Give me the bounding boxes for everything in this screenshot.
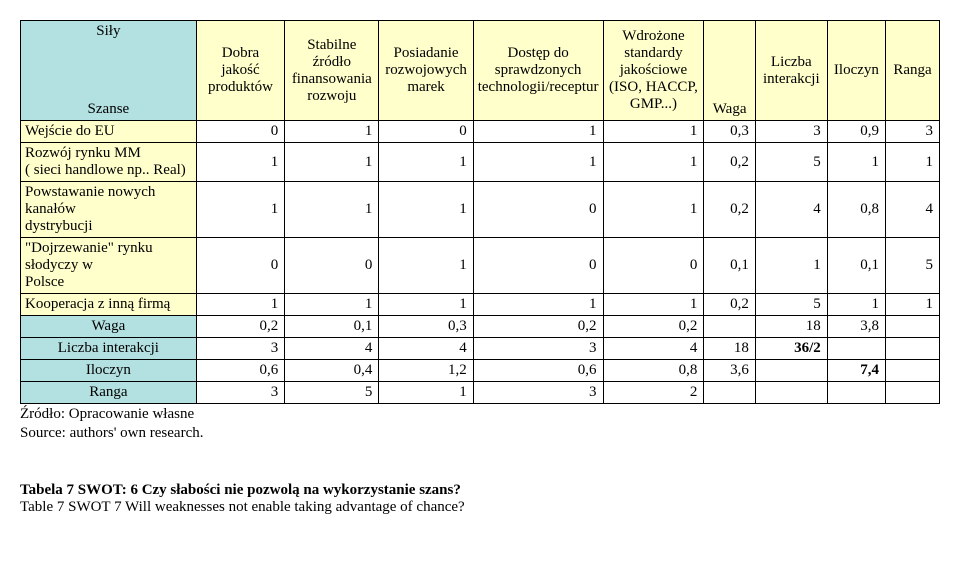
footer-label: Iloczyn <box>21 360 197 382</box>
source-line-2: Source: authors' own research. <box>20 425 940 442</box>
table-row: Powstawanie nowych kanałów dystrybucji 1… <box>21 182 940 238</box>
row-label: "Dojrzewanie" rynku słodyczy w Polsce <box>21 238 197 294</box>
col-8: Ranga <box>886 21 940 121</box>
diag-top: Siły <box>25 23 192 40</box>
col-2: Posiadanie rozwojowych marek <box>379 21 473 121</box>
footer-label: Ranga <box>21 382 197 404</box>
col-1: Stabilne źródło finansowania rozwoju <box>285 21 379 121</box>
col-6: Liczba interakcji <box>755 21 827 121</box>
col-0: Dobra jakość produktów <box>196 21 285 121</box>
table-row: "Dojrzewanie" rynku słodyczy w Polsce 0 … <box>21 238 940 294</box>
row-label: Rozwój rynku MM ( sieci handlowe np.. Re… <box>21 143 197 182</box>
table-row: Rozwój rynku MM ( sieci handlowe np.. Re… <box>21 143 940 182</box>
row-label: Wejście do EU <box>21 121 197 143</box>
caption-bold: Tabela 7 SWOT: 6 Czy słabości nie pozwol… <box>20 482 940 499</box>
row-label: Powstawanie nowych kanałów dystrybucji <box>21 182 197 238</box>
source-line-1: Źródło: Opracowanie własne <box>20 406 940 423</box>
col-7: Iloczyn <box>827 21 885 121</box>
footer-row: Waga 0,2 0,1 0,3 0,2 0,2 18 3,8 <box>21 316 940 338</box>
swot-table: Siły Szanse Dobra jakość produktów Stabi… <box>20 20 940 404</box>
footer-row: Ranga 3 5 1 3 2 <box>21 382 940 404</box>
table-row: Kooperacja z inną firmą 1 1 1 1 1 0,2 5 … <box>21 294 940 316</box>
footer-row: Iloczyn 0,6 0,4 1,2 0,6 0,8 3,6 7,4 <box>21 360 940 382</box>
col-5: Waga <box>704 21 756 121</box>
table-row: Wejście do EU 0 1 0 1 1 0,3 3 0,9 3 <box>21 121 940 143</box>
footer-row: Liczba interakcji 3 4 4 3 4 18 36/2 <box>21 338 940 360</box>
row-label: Kooperacja z inną firmą <box>21 294 197 316</box>
footer-label: Liczba interakcji <box>21 338 197 360</box>
caption-block: Tabela 7 SWOT: 6 Czy słabości nie pozwol… <box>20 482 940 516</box>
header-diagonal: Siły Szanse <box>21 21 197 121</box>
col-4: Wdrożone standardy jakościowe (ISO, HACC… <box>603 21 704 121</box>
diag-bottom: Szanse <box>25 101 192 118</box>
footer-label: Waga <box>21 316 197 338</box>
col-3: Dostęp do sprawdzonych technologii/recep… <box>473 21 603 121</box>
caption-plain: Table 7 SWOT 7 Will weaknesses not enabl… <box>20 499 940 516</box>
